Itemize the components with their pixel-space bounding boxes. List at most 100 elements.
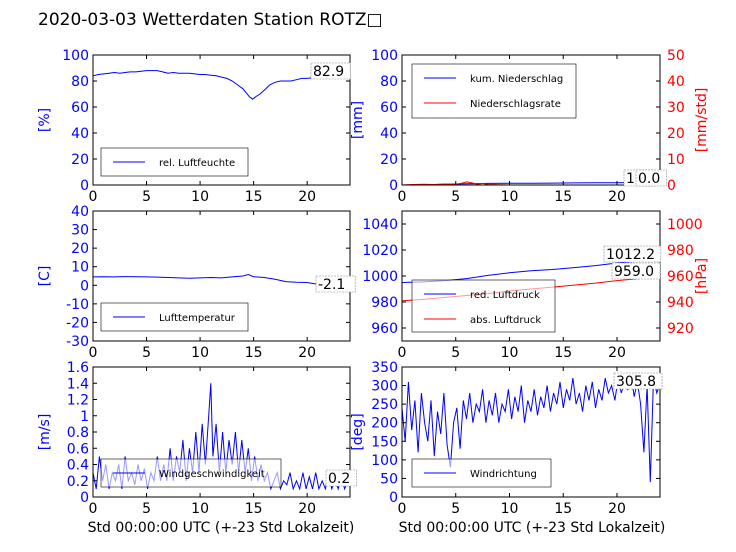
direction-annotation-box-0 — [613, 372, 663, 390]
precip-x-tick-label: 15 — [554, 189, 572, 205]
temperature-y-tick-label: 20 — [71, 241, 89, 257]
pressure-y2-tick-label: 980 — [667, 243, 694, 259]
wind-y-axis-label: [m/s] — [37, 414, 53, 451]
pressure-y-tick-label: 960 — [371, 321, 398, 337]
direction-x-tick-label: 0 — [398, 501, 407, 517]
humidity-x-tick-label: 15 — [245, 189, 263, 205]
precip-annotation-box-1 — [635, 169, 667, 187]
pressure-x-tick-label: 0 — [398, 345, 407, 361]
wind-y-tick-label: 0 — [80, 490, 89, 506]
precip-y-tick-label: 100 — [371, 48, 398, 64]
precip-y2-tick-label: 10 — [667, 152, 685, 168]
temperature-y-tick-label: -10 — [66, 297, 89, 313]
direction-y-tick-label: 350 — [371, 360, 398, 376]
precip-y-tick-label: 0 — [389, 178, 398, 194]
wind-y-tick-label: 1 — [80, 409, 89, 425]
pressure-y2-tick-label: 920 — [667, 321, 694, 337]
wind-annotation-box-0 — [325, 469, 357, 487]
direction-x-tick-label: 5 — [451, 501, 460, 517]
direction-x-tick-label: 15 — [554, 501, 572, 517]
pressure-y2-tick-label: 960 — [667, 269, 694, 285]
direction-y-tick-label: 200 — [371, 416, 398, 432]
wind-y-tick-label: 1.4 — [67, 376, 89, 392]
temperature-x-tick-label: 5 — [142, 345, 151, 361]
temperature-y-tick-label: 30 — [71, 223, 89, 239]
temperature-annotation-box-0 — [315, 275, 356, 293]
pressure-x-tick-label: 10 — [501, 345, 519, 361]
pressure-y2-axis-label: [hPa] — [694, 258, 710, 294]
x-axis-label-left: Std 00:00:00 UTC (+-23 Std Lokalzeit) — [88, 520, 355, 536]
precip-y-axis-label: [mm] — [350, 101, 366, 139]
wind-y-tick-label: 0.4 — [67, 458, 89, 474]
temperature-y-axis-label: [C] — [37, 266, 53, 287]
precip-x-tick-label: 20 — [608, 189, 626, 205]
temperature-y-tick-label: -30 — [66, 334, 89, 350]
humidity-x-tick-label: 10 — [191, 189, 209, 205]
pressure-annotation-0: 1012.2 — [606, 247, 655, 263]
temperature-annotation-0: -2.1 — [318, 277, 345, 293]
precip-y-tick-label: 80 — [380, 74, 398, 90]
precip-y2-tick-label: 30 — [667, 100, 685, 116]
direction-plot-frame — [401, 366, 661, 498]
humidity-y-tick-label: 40 — [71, 126, 89, 142]
temperature-x-tick-label: 0 — [89, 345, 98, 361]
pressure-annotation-box-1 — [611, 262, 661, 280]
precip-legend-label-1: Niederschlagsrate — [470, 99, 561, 110]
humidity-plot-frame — [92, 54, 351, 186]
wind-y-tick-label: 0.8 — [67, 425, 89, 441]
direction-y-tick-label: 300 — [371, 379, 398, 395]
humidity-x-tick-label: 5 — [142, 189, 151, 205]
wind-x-tick-label: 0 — [89, 501, 98, 517]
wind-y-tick-label: 1.6 — [67, 360, 89, 376]
humidity-y-tick-label: 20 — [71, 152, 89, 168]
humidity-y-tick-label: 0 — [80, 178, 89, 194]
wind-x-tick-label: 20 — [298, 501, 316, 517]
pressure-x-tick-label: 5 — [451, 345, 460, 361]
temperature-y-tick-label: 0 — [80, 278, 89, 294]
wind-annotation-0: 0.2 — [328, 471, 350, 487]
pressure-y-tick-label: 1000 — [362, 269, 398, 285]
wind-y-tick-label: 1.2 — [67, 393, 89, 409]
pressure-annotation-1: 959.0 — [614, 264, 654, 280]
temperature-x-tick-label: 20 — [298, 345, 316, 361]
pressure-legend-box — [411, 279, 556, 333]
precip-y-tick-label: 60 — [380, 100, 398, 116]
pressure-y-tick-label: 1040 — [362, 217, 398, 233]
precip-x-tick-label: 5 — [451, 189, 460, 205]
direction-legend-label-0: Windrichtung — [470, 469, 537, 480]
direction-y-axis-label: [deg] — [350, 413, 366, 450]
humidity-series-line-0 — [92, 70, 350, 100]
direction-y-tick-label: 250 — [371, 397, 398, 413]
humidity-y-tick-label: 60 — [71, 100, 89, 116]
precip-y-tick-label: 20 — [380, 152, 398, 168]
direction-y-tick-label: 0 — [389, 490, 398, 506]
wind-x-tick-label: 15 — [245, 501, 263, 517]
pressure-annotation-box-0 — [603, 245, 662, 263]
precip-legend-box — [411, 63, 577, 119]
temperature-x-tick-label: 15 — [245, 345, 263, 361]
temperature-y-tick-label: -20 — [66, 315, 89, 331]
temperature-y-tick-label: 10 — [71, 260, 89, 276]
direction-y-tick-label: 100 — [371, 453, 398, 469]
humidity-legend-label-0: rel. Luftfeuchte — [159, 158, 235, 169]
pressure-legend-label-0: red. Luftdruck — [470, 290, 540, 301]
humidity-x-tick-label: 20 — [298, 189, 316, 205]
direction-x-tick-label: 10 — [501, 501, 519, 517]
humidity-y-axis-label: [%] — [37, 108, 53, 132]
precip-y2-tick-label: 50 — [667, 48, 685, 64]
wind-x-tick-label: 5 — [142, 501, 151, 517]
temperature-x-tick-label: 10 — [191, 345, 209, 361]
temperature-legend-label-0: Lufttemperatur — [159, 313, 236, 324]
pressure-y-tick-label: 1020 — [362, 243, 398, 259]
precip-y2-tick-label: 0 — [667, 178, 676, 194]
pressure-y2-tick-label: 940 — [667, 295, 694, 311]
precip-plot-frame — [401, 54, 661, 186]
pressure-y2-tick-label: 1000 — [667, 217, 703, 233]
humidity-y-tick-label: 100 — [62, 48, 89, 64]
precip-y2-axis-label: [mm/std] — [694, 88, 710, 153]
pressure-legend-label-1: abs. Luftdruck — [470, 315, 541, 326]
precip-x-tick-label: 0 — [398, 189, 407, 205]
humidity-x-tick-label: 0 — [89, 189, 98, 205]
direction-y-tick-label: 50 — [380, 471, 398, 487]
